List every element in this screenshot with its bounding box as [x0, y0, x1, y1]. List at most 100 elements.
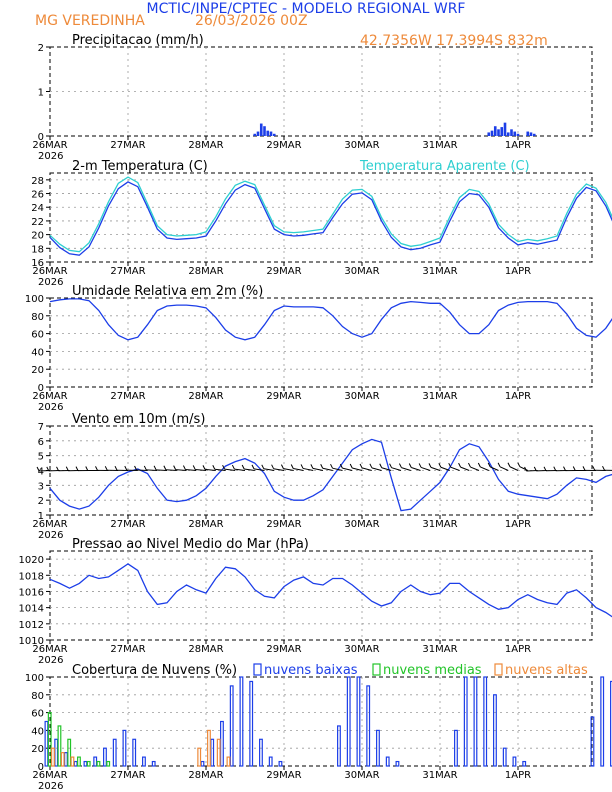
tick-label-x: 30MAR	[344, 140, 379, 151]
tick-label-y: 0	[38, 132, 44, 143]
tick-label-y: 60	[31, 330, 44, 341]
plot-frame	[49, 550, 593, 641]
tick-label-y: 20	[31, 744, 44, 755]
tick-label-x: 28MAR	[188, 391, 223, 402]
panel-title: Cobertura de Nuvens (%)	[72, 663, 237, 678]
wind-barb-feather	[563, 466, 566, 471]
tick-label-y: 80	[31, 691, 44, 702]
cloud-bar-0	[600, 676, 605, 767]
wind-barb-feather	[349, 463, 353, 469]
wind-barb-feather	[46, 466, 50, 472]
tick-label-y: 6	[38, 437, 44, 448]
wind-barb	[470, 466, 480, 471]
cloud-bar-0	[73, 760, 78, 767]
wind-barb-feather	[202, 465, 206, 470]
precip-bar	[497, 129, 500, 136]
tick-label-x: 29MAR	[266, 266, 301, 277]
cloud-bar-0	[473, 676, 478, 767]
wind-barb-feather	[231, 464, 235, 470]
cloud-bar-0	[229, 685, 234, 767]
cloud-bar-0	[93, 756, 98, 767]
wind-barb-feather	[320, 464, 324, 469]
wind-barb-feather	[582, 466, 586, 471]
cloud-bar-0	[522, 760, 527, 767]
wind-barb-feather	[85, 466, 89, 471]
cloud-bar-0	[278, 760, 283, 767]
cloud-bar-2	[51, 747, 55, 767]
tick-label-y: 4	[38, 467, 44, 478]
tick-label-x: 27MAR	[110, 519, 145, 530]
legend-label: nuvens baixas	[264, 663, 358, 678]
plot-frame	[49, 297, 593, 388]
wind-barb	[332, 467, 343, 471]
wind-barb	[342, 467, 353, 471]
wind-barb	[224, 468, 236, 471]
wind-barb-feather	[339, 463, 343, 469]
cloud-bar-0	[239, 676, 244, 767]
wind-barb-feather	[261, 464, 265, 470]
tick-label-y: 1	[38, 511, 44, 522]
tick-label-y: 80	[31, 312, 44, 323]
wind-barb	[214, 468, 226, 471]
tick-label-y: 1014	[19, 604, 44, 615]
wind-barb-feather	[543, 466, 547, 472]
wind-barb	[195, 468, 207, 471]
wind-barb-feather	[428, 463, 432, 468]
tick-label-y: 18	[31, 244, 44, 255]
tick-label-x: 30MAR	[344, 644, 379, 655]
wind-barb-feather	[104, 466, 108, 471]
panel-title: Vento em 10m (m/s)	[72, 412, 205, 427]
cloud-bar-0	[44, 720, 49, 767]
precip-bar	[532, 133, 536, 136]
wind-barb-feather	[533, 466, 537, 472]
header-coords: 42.7356W 17.3994S 832m	[360, 33, 548, 49]
tick-label-x: 28MAR	[188, 770, 223, 781]
series-line-0	[49, 298, 612, 341]
tick-label-x: 31MAR	[422, 140, 457, 151]
panel-title: Umidade Relativa em 2m (%)	[72, 284, 263, 299]
wind-barb	[204, 468, 216, 471]
cloud-bar-1	[96, 760, 101, 767]
tick-label-y: 28	[31, 176, 44, 187]
tick-label-y: 3	[38, 481, 44, 492]
tick-label-y: 0	[38, 762, 44, 773]
wind-barb	[430, 466, 441, 471]
header-title: MCTIC/INPE/CPTEC - MODELO REGIONAL WRF	[147, 1, 466, 17]
tick-label-x: 29MAR	[266, 770, 301, 781]
panel-wind: 1 2 3 4 5 6 7 26MAR 27MAR 28MAR 29MAR 30MAR 31MAR 1AP…	[32, 412, 612, 541]
wind-barb-feather	[497, 462, 501, 468]
cloud-bar-1	[47, 711, 52, 767]
cloud-bar-0	[249, 680, 254, 767]
wind-barb-feather	[290, 464, 294, 469]
cloud-bar-0	[512, 756, 517, 767]
precip-bar	[490, 130, 494, 136]
tick-label-y: 60	[31, 709, 44, 720]
wind-barb-feather	[173, 465, 177, 470]
tick-label-x: 26MAR	[32, 391, 67, 402]
wind-barb-feather	[572, 466, 576, 471]
wind-barb	[322, 467, 333, 471]
wind-barb	[146, 469, 158, 471]
precip-bar	[256, 131, 260, 136]
tick-label-x: 1APR	[505, 266, 531, 277]
wind-barb-feather	[398, 463, 402, 468]
wind-barb	[361, 467, 372, 471]
wind-barb-feather	[507, 462, 511, 467]
cloud-bar-0	[132, 738, 137, 767]
tick-label-y: 5	[38, 452, 44, 463]
panel-temp: 16 18 20 22 24 26 28 26MAR 27MAR 28MAR 29MAR 30MAR 3…	[31, 159, 612, 288]
wind-barb-feather	[458, 462, 462, 468]
wind-barb-feather	[592, 466, 596, 471]
wind-barb-feather	[468, 462, 471, 468]
tick-label-x: 31MAR	[422, 266, 457, 277]
wind-barb-feather	[369, 463, 373, 469]
tick-label-y: 1	[38, 88, 44, 99]
wind-barb-feather	[153, 465, 157, 471]
wind-barb	[509, 466, 519, 471]
cloud-bar-0	[122, 729, 127, 767]
precip-bar	[493, 126, 497, 136]
wind-barb-feather	[114, 465, 118, 471]
tick-label-x: 31MAR	[422, 519, 457, 530]
cloud-bar-0	[376, 729, 380, 767]
